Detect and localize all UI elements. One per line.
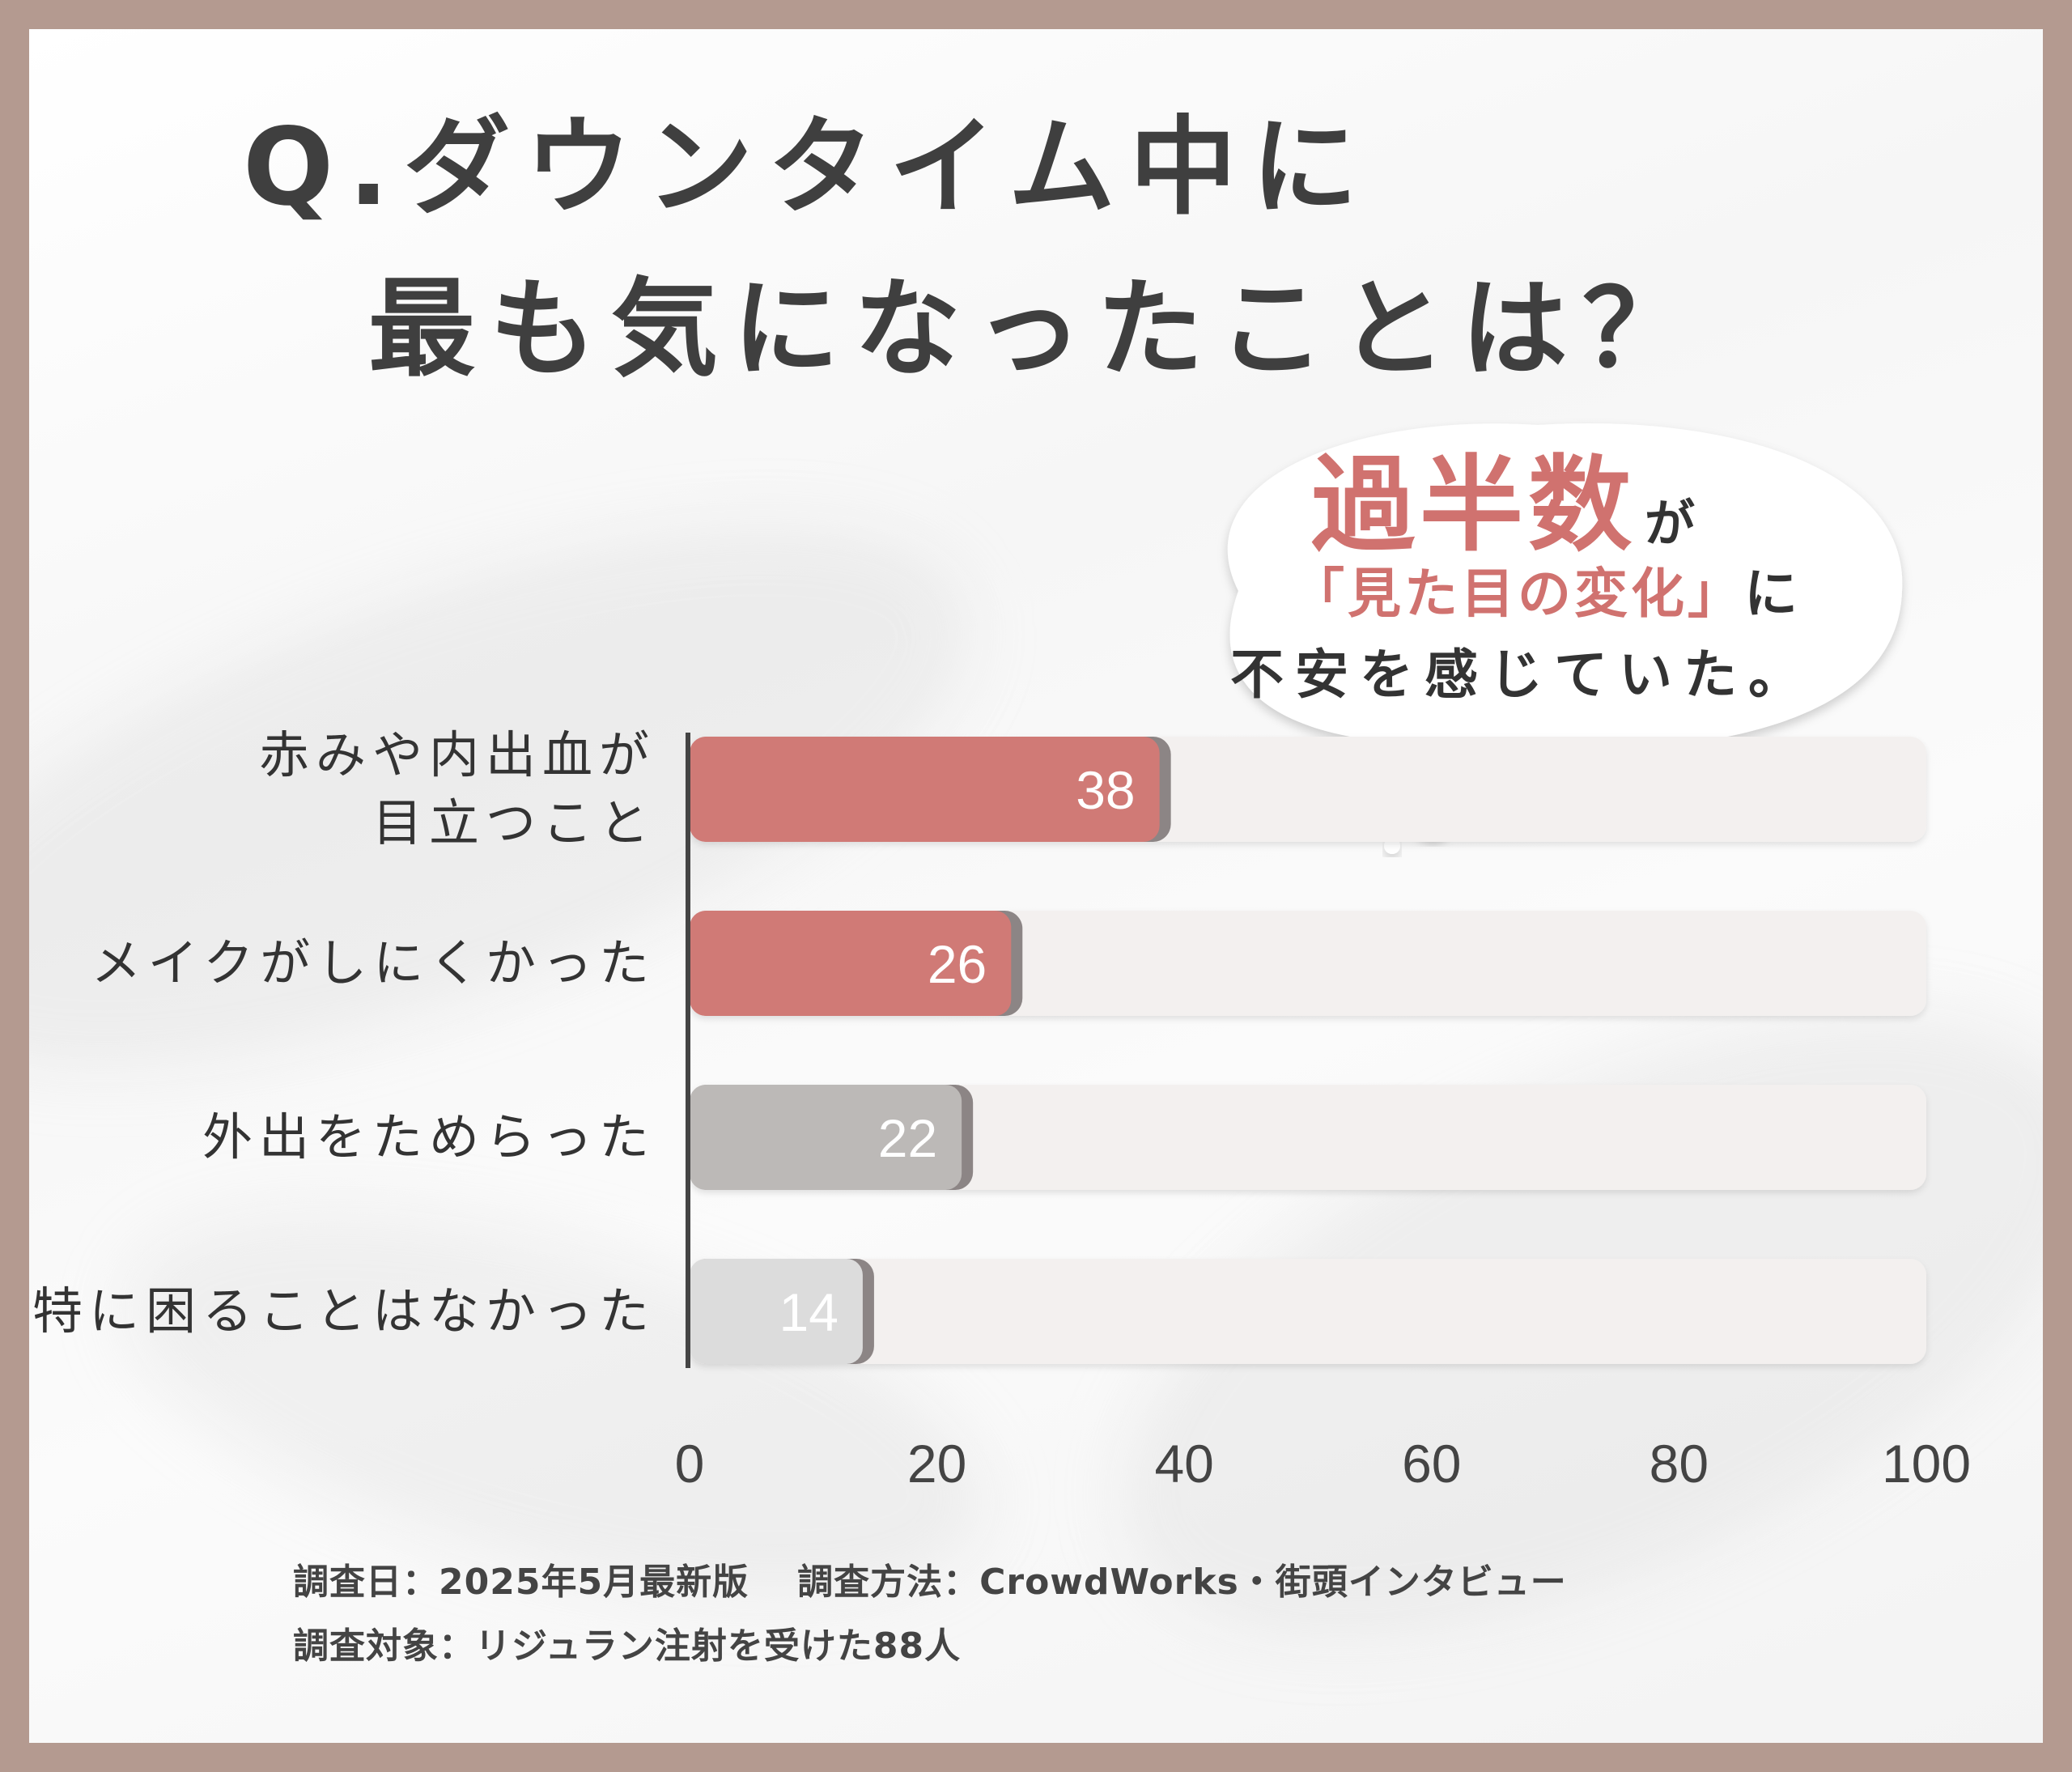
x-tick-label: 20 bbox=[906, 1434, 967, 1494]
bar-value-label: 22 bbox=[878, 1108, 937, 1168]
title-line-2: 最も気になったことは？ bbox=[368, 267, 1704, 392]
bar-track bbox=[690, 1259, 1926, 1364]
callout-line-1: 過半数が bbox=[1311, 421, 1695, 571]
bar-0 bbox=[690, 737, 1160, 842]
callout-line-3: 不安を感じていた。 bbox=[1230, 644, 1813, 706]
callout-emphasis: 過半数 bbox=[1311, 445, 1637, 566]
footnote-line-1: 調査日：2025年5月最新版 調査方法：CrowdWorks・街頭インタビュー bbox=[293, 1553, 1567, 1604]
callout-line-2: 「見た目の変化」に bbox=[1291, 550, 1801, 628]
x-tick-label: 40 bbox=[1154, 1434, 1214, 1494]
category-label: 赤みや内出血が 目立つこと bbox=[258, 725, 656, 852]
speech-bubble-body bbox=[1227, 423, 1903, 801]
bar-3 bbox=[690, 1259, 863, 1364]
survey-date: 調査日：2025年5月最新版 bbox=[293, 1562, 749, 1603]
title-line-1: Q.ダウンタイム中に bbox=[243, 105, 1373, 230]
infographic-card bbox=[29, 29, 2043, 1743]
callout-particle: が bbox=[1645, 494, 1696, 553]
category-label: 特に困ることはなかった bbox=[32, 1281, 656, 1341]
bar-1 bbox=[690, 911, 1012, 1016]
x-tick-label: 60 bbox=[1402, 1434, 1462, 1494]
survey-target: 調査対象：リジュラン注射を受けた88人 bbox=[293, 1625, 962, 1667]
bar-value-label: 14 bbox=[779, 1282, 838, 1342]
bar-2 bbox=[690, 1085, 962, 1190]
callout-particle-2: に bbox=[1744, 563, 1801, 625]
survey-method: 調査方法：CrowdWorks・街頭インタビュー bbox=[797, 1562, 1567, 1603]
x-tick-label: 100 bbox=[1881, 1434, 1972, 1494]
callout-highlight: 「見た目の変化」 bbox=[1291, 563, 1744, 625]
bar-value-label: 26 bbox=[928, 934, 987, 994]
category-label: メイクがしにくかった bbox=[91, 933, 656, 992]
x-tick-label: 80 bbox=[1649, 1434, 1709, 1494]
x-tick-label: 0 bbox=[674, 1434, 705, 1494]
bar-track bbox=[690, 1085, 1926, 1190]
category-label: 外出をためらった bbox=[202, 1107, 656, 1166]
bar-value-label: 38 bbox=[1076, 760, 1135, 820]
